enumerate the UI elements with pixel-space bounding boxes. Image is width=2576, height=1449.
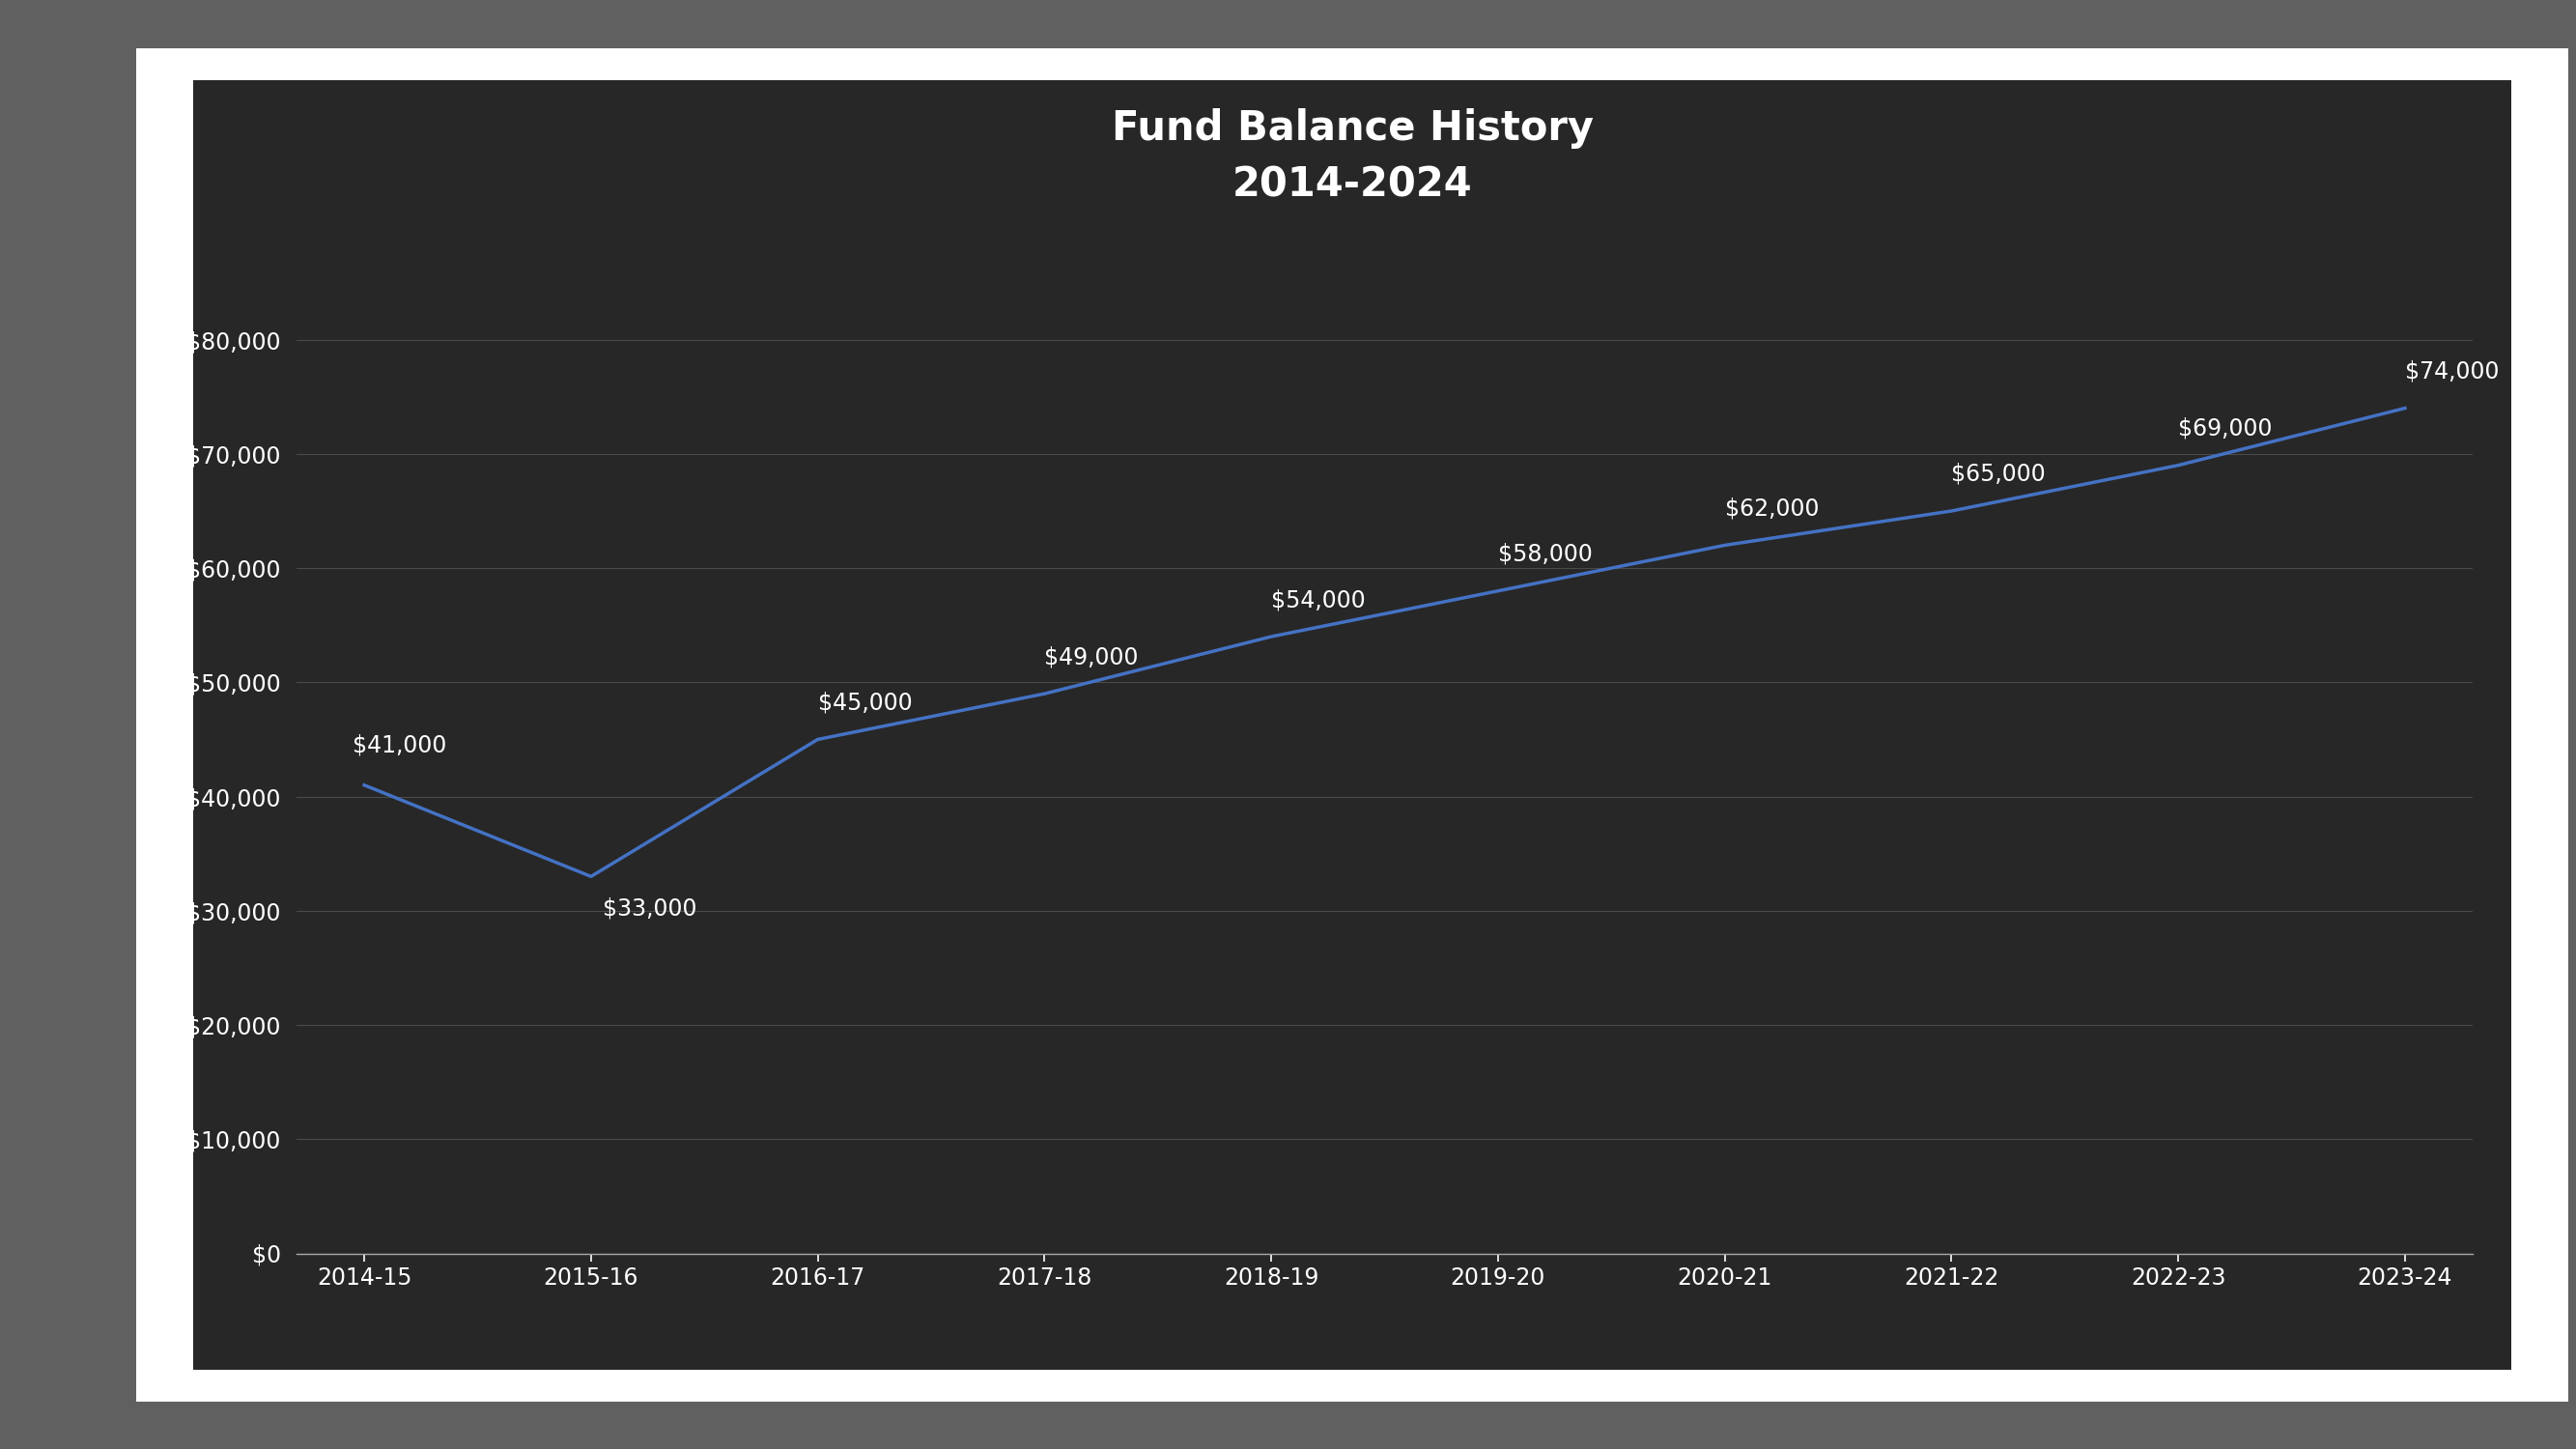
- Text: $65,000: $65,000: [1953, 462, 2045, 485]
- Text: Fund Balance History
2014-2024: Fund Balance History 2014-2024: [1110, 109, 1595, 206]
- Text: $49,000: $49,000: [1043, 645, 1139, 668]
- Text: $33,000: $33,000: [603, 897, 696, 920]
- Text: $54,000: $54,000: [1270, 588, 1365, 611]
- Text: $62,000: $62,000: [1726, 497, 1819, 520]
- Text: $58,000: $58,000: [1499, 542, 1592, 565]
- Text: $45,000: $45,000: [817, 691, 912, 714]
- Text: $69,000: $69,000: [2179, 417, 2272, 440]
- Text: $41,000: $41,000: [353, 733, 448, 756]
- Text: $74,000: $74,000: [2406, 359, 2499, 383]
